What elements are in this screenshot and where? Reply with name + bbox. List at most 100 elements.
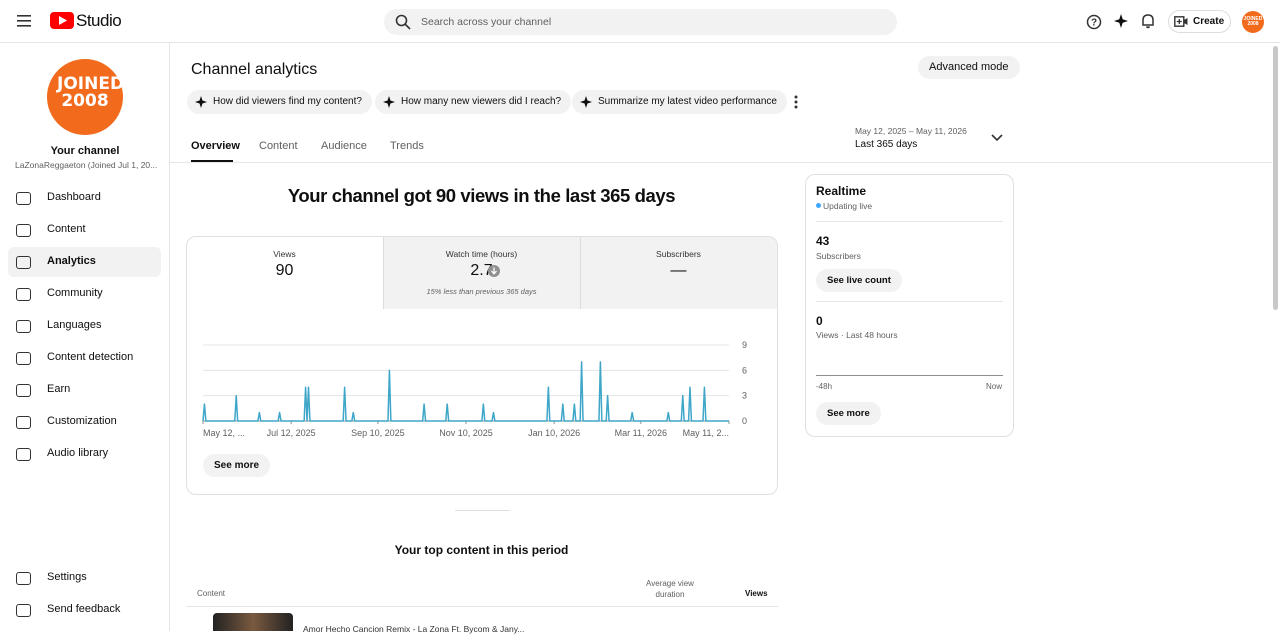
nav-icon xyxy=(16,320,31,333)
header xyxy=(0,0,1280,43)
create-label: Create xyxy=(1193,16,1225,27)
nav-icon xyxy=(16,384,31,397)
create-button[interactable] xyxy=(1168,10,1231,33)
top-content-title: Your top content in this period xyxy=(394,543,569,557)
nav-icon xyxy=(16,224,31,237)
dropdown-icon[interactable] xyxy=(991,134,1003,142)
axis-end: Now xyxy=(986,382,1003,391)
metrics-card xyxy=(186,236,778,495)
nav-item[interactable]: Languages xyxy=(47,319,102,331)
tab[interactable]: Trends xyxy=(390,140,424,152)
logo-text: Studio xyxy=(76,11,122,30)
nav-item[interactable]: Content xyxy=(47,223,86,235)
search-icon xyxy=(395,14,411,30)
tab[interactable]: Overview xyxy=(191,140,240,152)
realtime-title: Realtime xyxy=(816,184,867,198)
live-dot xyxy=(816,203,821,208)
nav-item[interactable]: Content detection xyxy=(47,351,134,363)
create-icon xyxy=(1174,16,1188,27)
tabs-border xyxy=(170,162,1272,163)
tab-underline xyxy=(191,160,233,162)
metric-divider xyxy=(383,237,384,309)
tab[interactable]: Audience xyxy=(321,140,367,152)
x-tick-label: May 11, 2... xyxy=(683,428,729,438)
nav-item[interactable]: Customization xyxy=(47,415,117,427)
x-tick-label: Jan 10, 2026 xyxy=(528,428,580,438)
x-tick-label: Sep 10, 2025 xyxy=(351,428,405,438)
nav-item[interactable]: Earn xyxy=(47,383,71,395)
realtime-subs-label: Subscribers xyxy=(816,251,861,261)
page-title: Channel analytics xyxy=(191,61,318,78)
nav-icon xyxy=(16,256,31,269)
see-more[interactable]: See more xyxy=(816,402,881,425)
channel-title: Your channel xyxy=(50,145,120,157)
realtime-views-label: Views · Last 48 hours xyxy=(816,330,898,340)
column-header: Average view duration xyxy=(646,579,694,599)
search-placeholder: Search across your channel xyxy=(421,16,552,28)
sidebar-avatar[interactable]: JOINED 2008 xyxy=(47,59,124,135)
x-tick-label: May 12, ... xyxy=(203,428,245,438)
menu-icon[interactable] xyxy=(17,15,31,27)
channel-sub: LaZonaReggaeton (Joined Jul 1, 20... xyxy=(15,160,158,170)
metric-label: Watch time (hours) xyxy=(445,249,518,259)
search-box[interactable] xyxy=(384,9,897,35)
nav-item[interactable]: Settings xyxy=(47,571,87,583)
x-tick-label: Mar 11, 2026 xyxy=(615,428,667,438)
bell-icon[interactable] xyxy=(1141,13,1155,29)
metric-note: 15% less than previous 365 days xyxy=(426,287,537,296)
nav-icon xyxy=(16,604,31,617)
headline: Your channel got 90 views in the last 36… xyxy=(287,185,676,206)
y-tick-label: 9 xyxy=(742,340,747,350)
tab[interactable]: Content xyxy=(259,140,298,152)
nav-item[interactable]: Dashboard xyxy=(47,191,101,203)
metric-label: Subscribers xyxy=(656,249,701,259)
nav-item[interactable]: Audio library xyxy=(47,447,109,459)
nav-icon xyxy=(16,352,31,365)
nav-icon xyxy=(16,416,31,429)
metric-value: — xyxy=(670,262,687,279)
line-series xyxy=(202,361,729,422)
chart: 0 3 6 9 May 12, ... Jul 12, 2025 Sep 10, 2025 N… xyxy=(202,340,747,438)
divider xyxy=(186,606,778,607)
see-more[interactable]: See more xyxy=(203,454,271,477)
axis-start: -48h xyxy=(816,382,833,391)
realtime-views: 0 xyxy=(816,314,823,328)
metric-label: Views xyxy=(273,249,296,259)
nav-icon xyxy=(16,192,31,205)
x-tick-label: Jul 12, 2025 xyxy=(267,428,316,438)
chip[interactable]: How many new viewers did I reach? xyxy=(375,90,572,114)
nav-item[interactable]: Analytics xyxy=(47,255,96,267)
nav-item[interactable]: Send feedback xyxy=(47,603,121,615)
nav-active-bg xyxy=(8,247,161,277)
realtime-axis xyxy=(816,375,1003,376)
date-label[interactable]: Last 365 days xyxy=(855,139,918,150)
realtime-card xyxy=(805,174,1014,437)
divider xyxy=(816,301,1003,302)
nav-item[interactable]: Community xyxy=(47,287,103,299)
nav-icon xyxy=(16,448,31,461)
date-range[interactable]: May 12, 2025 – May 11, 2026 xyxy=(855,126,967,136)
live-count[interactable]: See live count xyxy=(816,269,902,292)
chip[interactable]: How did viewers find my content? xyxy=(187,90,372,114)
y-tick-label: 0 xyxy=(742,416,747,426)
nav-icon xyxy=(16,572,31,585)
advanced-mode[interactable]: Advanced mode xyxy=(918,56,1020,79)
realtime-subs: 43 xyxy=(816,234,830,248)
column-header: Views xyxy=(745,589,768,598)
video-title[interactable]: Amor Hecho Cancion Remix - La Zona Ft. B… xyxy=(303,624,525,634)
ai-icon[interactable] xyxy=(1114,14,1128,28)
metric-value: 2.7 xyxy=(470,262,493,279)
sidebar xyxy=(0,43,170,631)
metric-value: 90 xyxy=(275,262,294,279)
svg-text:?: ? xyxy=(1091,18,1097,29)
more-icon[interactable] xyxy=(794,95,798,109)
realtime-status: Updating live xyxy=(823,201,873,211)
header-avatar[interactable]: JOINED 2008 xyxy=(1242,11,1264,33)
chip[interactable]: Summarize my latest video performance xyxy=(572,90,787,114)
thumbnail[interactable] xyxy=(213,613,293,631)
column-header: Content xyxy=(197,589,226,598)
help-icon[interactable]: ? xyxy=(1086,14,1102,30)
x-tick-label: Nov 10, 2025 xyxy=(439,428,493,438)
scrollbar[interactable] xyxy=(1273,46,1278,310)
